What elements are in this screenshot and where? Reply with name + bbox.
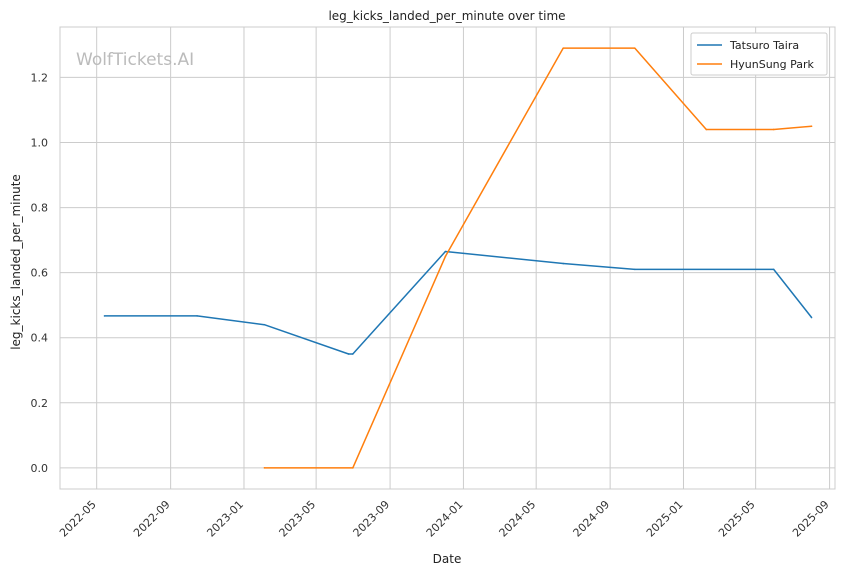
data-point-hyunsung-park: [705, 128, 708, 131]
data-point-hyunsung-park: [562, 47, 565, 49]
x-axis-label: Date: [433, 552, 462, 566]
x-tick-label: 2023-05: [277, 498, 319, 540]
data-point-tatsuro-taira: [196, 315, 198, 317]
x-tick-label: 2024-05: [497, 498, 539, 540]
y-tick-label: 0.2: [31, 397, 49, 410]
legend-label-hyunsung-park: HyunSung Park: [730, 58, 815, 71]
data-point-tatsuro-taira: [562, 262, 565, 265]
legend: Tatsuro Taira HyunSung Park: [690, 32, 828, 76]
chart-title: leg_kicks_landed_per_minute over time: [328, 9, 565, 23]
y-tick-label: 0.8: [31, 202, 49, 215]
y-axis-label: leg_kicks_landed_per_minute: [9, 174, 23, 350]
data-point-tatsuro-taira: [772, 268, 775, 271]
data-point-tatsuro-taira: [810, 316, 813, 319]
y-tick-label: 1.0: [31, 137, 49, 150]
y-tick-label: 0.0: [31, 462, 49, 475]
legend-label-tatsuro-taira: Tatsuro Taira: [729, 39, 799, 52]
x-tick-label: 2025-05: [716, 498, 758, 540]
data-point-tatsuro-taira: [352, 353, 354, 355]
plot-background: [60, 27, 835, 489]
data-point-hyunsung-park: [772, 128, 775, 131]
y-tick-label: 0.4: [31, 332, 49, 345]
x-tick-label: 2022-09: [131, 498, 173, 540]
plot-frame: [59, 26, 836, 490]
x-tick-label: 2022-05: [57, 498, 99, 540]
series-line-tatsuro-taira: [104, 250, 813, 355]
grid-lines: [60, 27, 835, 489]
y-tick-label: 0.6: [31, 267, 49, 280]
x-tick-label: 2023-09: [351, 498, 393, 540]
data-point-hyunsung-park: [263, 467, 266, 469]
x-axis: 2022-05 2022-09 2023-01 2023-05 2023-09 2024-…: [57, 498, 832, 540]
y-tick-label: 1.2: [31, 71, 49, 84]
data-point-tatsuro-taira: [347, 353, 350, 355]
data-point-hyunsung-park: [633, 47, 636, 49]
y-axis: 0.0 0.2 0.4 0.6 0.8 1.0 1.2: [31, 71, 49, 474]
data-point-hyunsung-park: [352, 467, 354, 469]
watermark: WolfTickets.AI: [76, 50, 194, 70]
x-tick-label: 2025-09: [790, 498, 832, 540]
x-tick-label: 2025-01: [644, 498, 686, 540]
legend-box: [690, 32, 828, 76]
data-point-tatsuro-taira: [103, 315, 106, 317]
series-line-hyunsung-park: [264, 47, 812, 469]
data-point-tatsuro-taira: [444, 250, 447, 253]
data-point-hyunsung-park: [810, 125, 813, 128]
data-point-tatsuro-taira: [263, 323, 266, 326]
data-point-tatsuro-taira: [633, 268, 636, 271]
x-tick-label: 2024-01: [424, 498, 466, 540]
series-layer: [103, 47, 813, 469]
data-point-hyunsung-park: [444, 255, 447, 258]
x-tick-label: 2024-09: [571, 498, 613, 540]
x-tick-label: 2023-01: [204, 498, 246, 540]
